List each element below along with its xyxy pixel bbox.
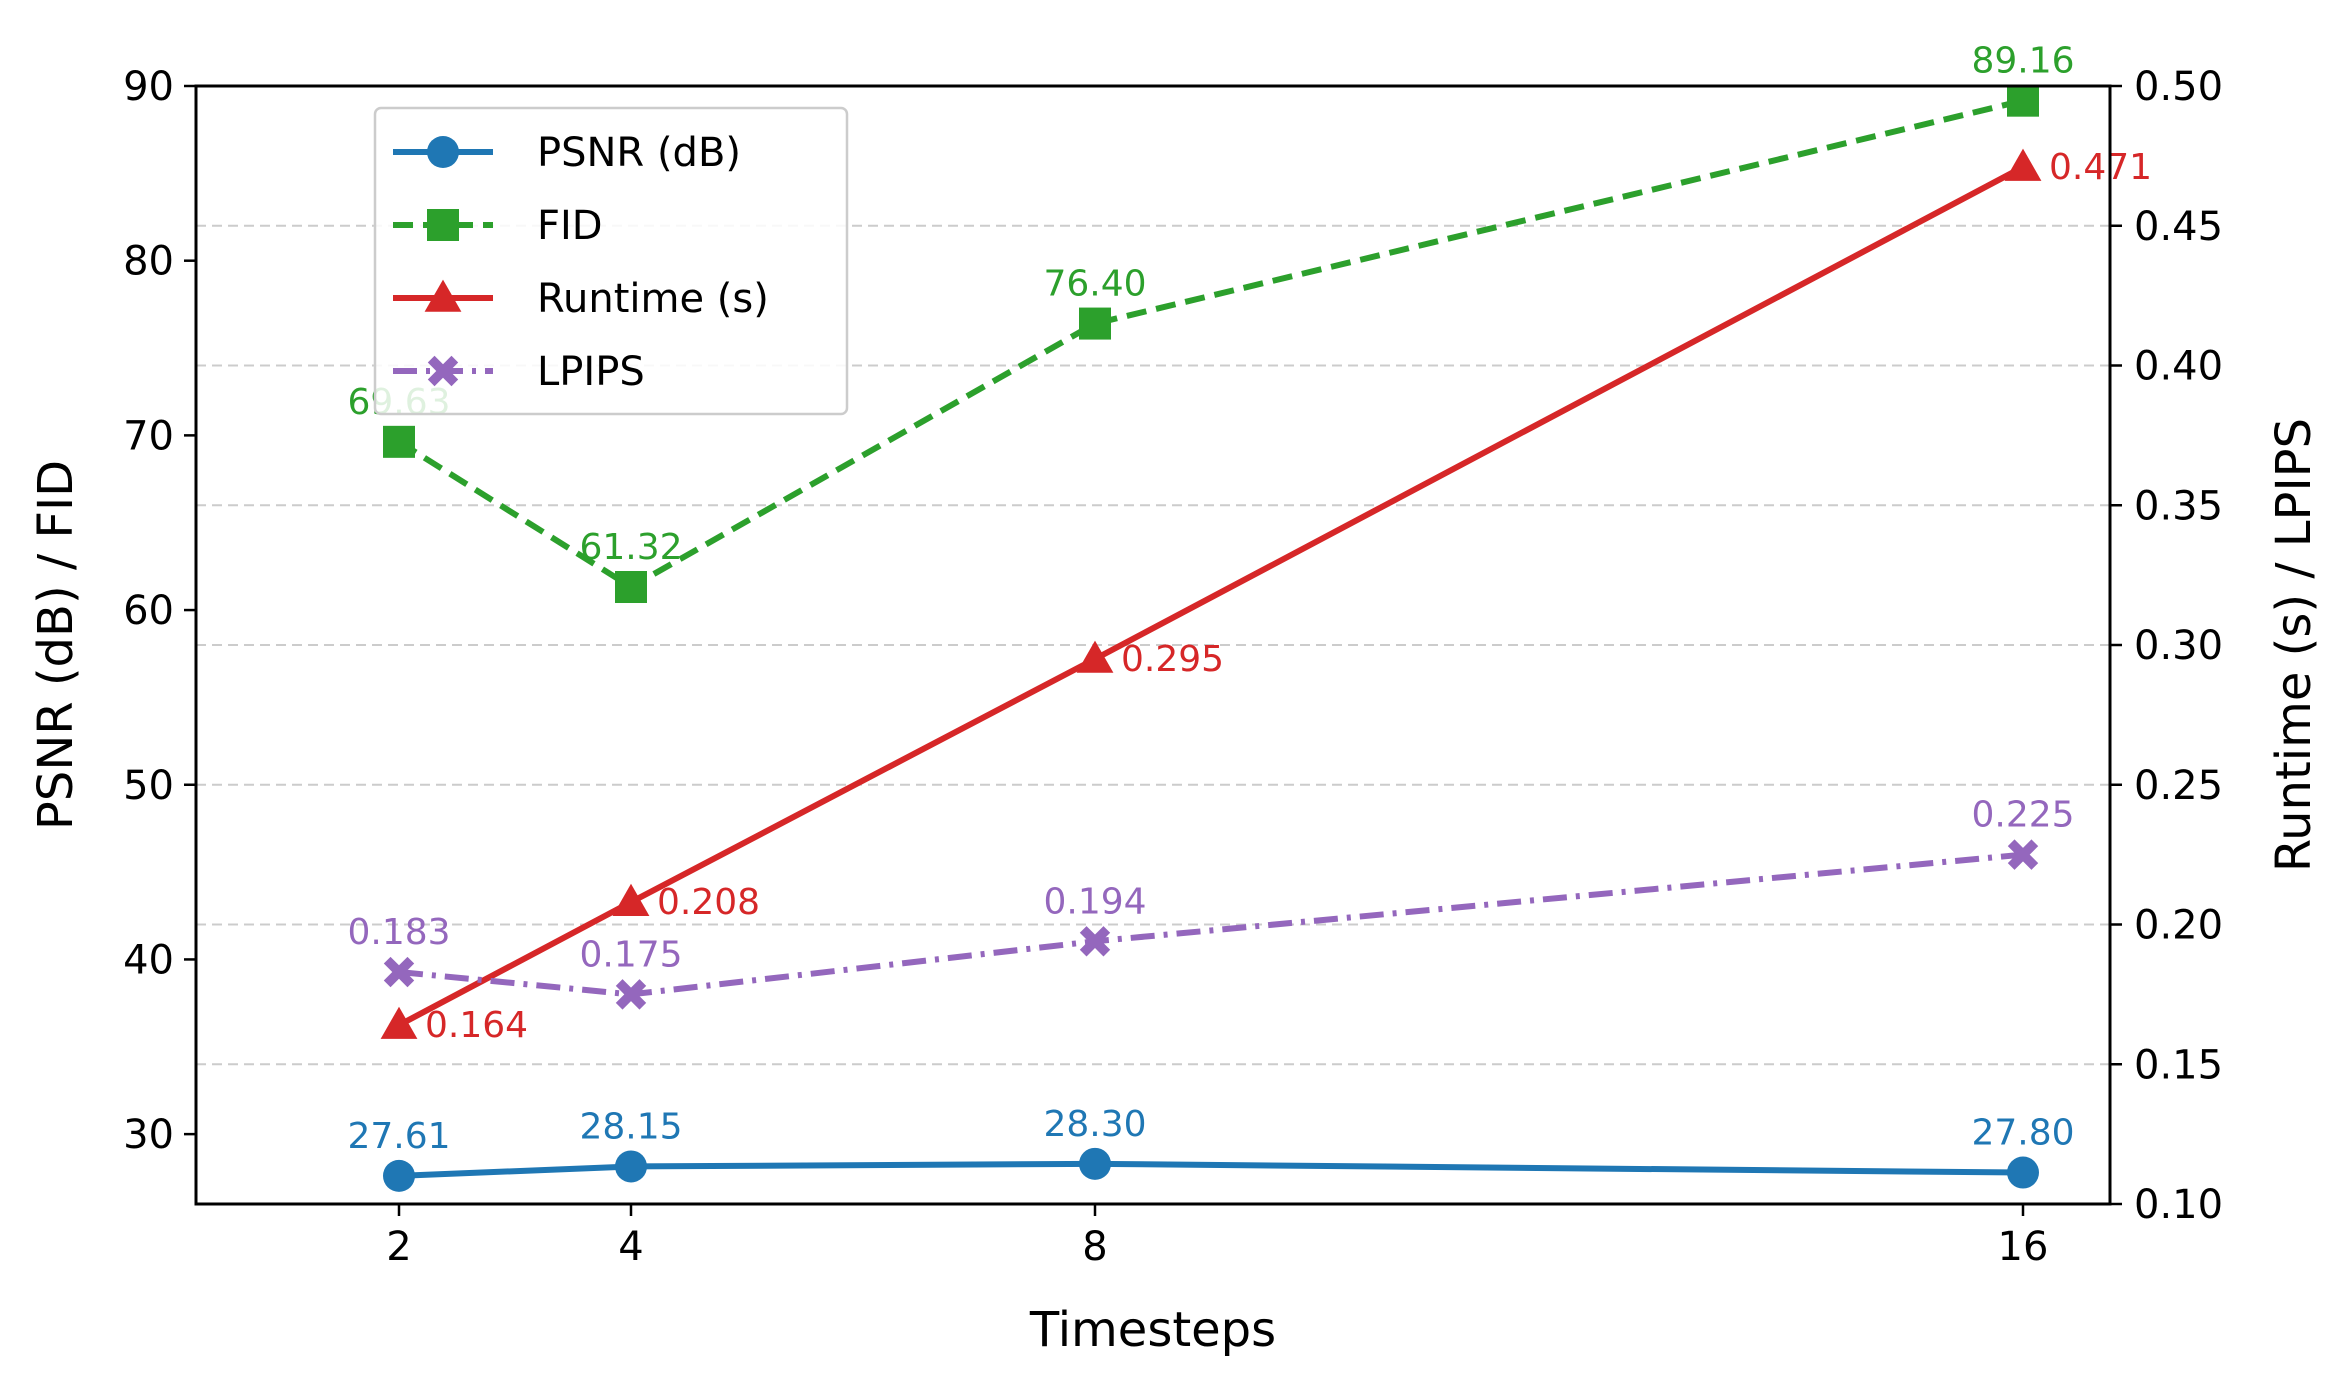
series-line (398, 1160, 2024, 1179)
legend-marker (424, 279, 462, 312)
data-point (383, 1159, 415, 1192)
series-line (398, 851, 2024, 998)
y-right-tick-label: 0.20 (2134, 903, 2223, 949)
y-right-tick-label: 0.15 (2134, 1042, 2223, 1088)
data-label: 28.30 (1043, 1104, 1146, 1145)
data-point (1079, 1147, 1111, 1180)
data-label: 0.208 (657, 882, 760, 923)
y-left-tick-label: 30 (123, 1112, 174, 1158)
x-tick-label: 16 (1998, 1224, 2049, 1270)
legend-marker (427, 136, 459, 168)
data-point (615, 979, 647, 1010)
x-tick-label: 4 (618, 1224, 643, 1270)
y-left-tick-label: 60 (123, 588, 174, 634)
series-line (397, 97, 2024, 591)
y-right-tick-label: 0.35 (2134, 483, 2223, 529)
series-psnr-db: 27.61 28.15 28.30 27.80 (347, 1104, 2075, 1192)
x-tick-label: 2 (386, 1224, 411, 1270)
legend-label: FID (537, 203, 603, 249)
data-label: 0.194 (1043, 881, 1146, 922)
data-point (615, 1150, 647, 1183)
data-point (615, 571, 647, 604)
data-point (380, 1006, 418, 1039)
y-right-tick-label: 0.45 (2134, 204, 2223, 250)
y-left-tick-label: 80 (123, 239, 174, 285)
y-left-tick-label: 70 (123, 413, 174, 459)
data-point (2007, 1156, 2039, 1189)
y-left-tick-label: 90 (123, 64, 174, 110)
data-point (1079, 926, 1111, 957)
y-right-tick-label: 0.10 (2134, 1182, 2223, 1228)
data-point (2007, 84, 2039, 117)
data-label: 27.80 (1971, 1113, 2074, 1154)
data-point (383, 956, 415, 988)
data-label: 89.16 (1971, 41, 2074, 82)
data-label: 0.471 (2049, 147, 2152, 188)
y-left-tick-label: 50 (123, 763, 174, 809)
y-right-tick-label: 0.25 (2134, 763, 2223, 809)
y-right-tick-label: 0.30 (2134, 623, 2223, 669)
legend-box (373, 106, 849, 416)
data-label: 0.175 (579, 934, 682, 975)
x-tick-label: 8 (1082, 1224, 1107, 1270)
data-label: 61.32 (579, 527, 682, 568)
data-label: 28.15 (579, 1106, 682, 1147)
y-right-tick-label: 0.50 (2134, 64, 2223, 110)
y-right-tick-label: 0.40 (2134, 344, 2223, 390)
series-group: 27.6128.1528.3027.8069.6361.3276.4089.16… (347, 41, 2152, 1192)
series-runtime-s: 0.164 0.208 0.295 0.471 (380, 147, 2152, 1046)
legend: PSNR (dB) FID Runtime (s) LPIPS (373, 106, 849, 416)
data-label: 0.295 (1121, 639, 1224, 680)
data-point (1076, 640, 1114, 673)
data-label: 27.61 (347, 1116, 450, 1157)
y-axis-left-label: PSNR (dB) / FID (28, 460, 84, 830)
series-line (397, 164, 2025, 1028)
legend-label: PSNR (dB) (537, 130, 741, 176)
data-point (1079, 307, 1111, 340)
legend-label: Runtime (s) (537, 276, 769, 322)
data-point (612, 883, 650, 916)
legend-label: LPIPS (537, 349, 645, 395)
data-point (2004, 148, 2042, 181)
axes: 2 4 8 16304050607080900.100.150.200.250.300… (123, 64, 2223, 1270)
x-axis-label: Timesteps (1029, 1302, 1276, 1358)
legend-marker (427, 209, 459, 241)
data-label: 0.225 (1971, 795, 2074, 836)
legend-marker (427, 355, 459, 387)
data-point (2007, 839, 2039, 870)
y-axis-right-label: Runtime (s) / LPIPS (2266, 418, 2322, 872)
y-left-tick-label: 40 (123, 937, 174, 983)
data-label: 0.183 (347, 912, 450, 953)
data-point (383, 425, 415, 458)
data-label: 76.40 (1043, 264, 1146, 305)
series-lpips: 0.183 0.175 0.194 0.225 (347, 795, 2075, 1010)
data-label: 0.164 (425, 1005, 528, 1046)
